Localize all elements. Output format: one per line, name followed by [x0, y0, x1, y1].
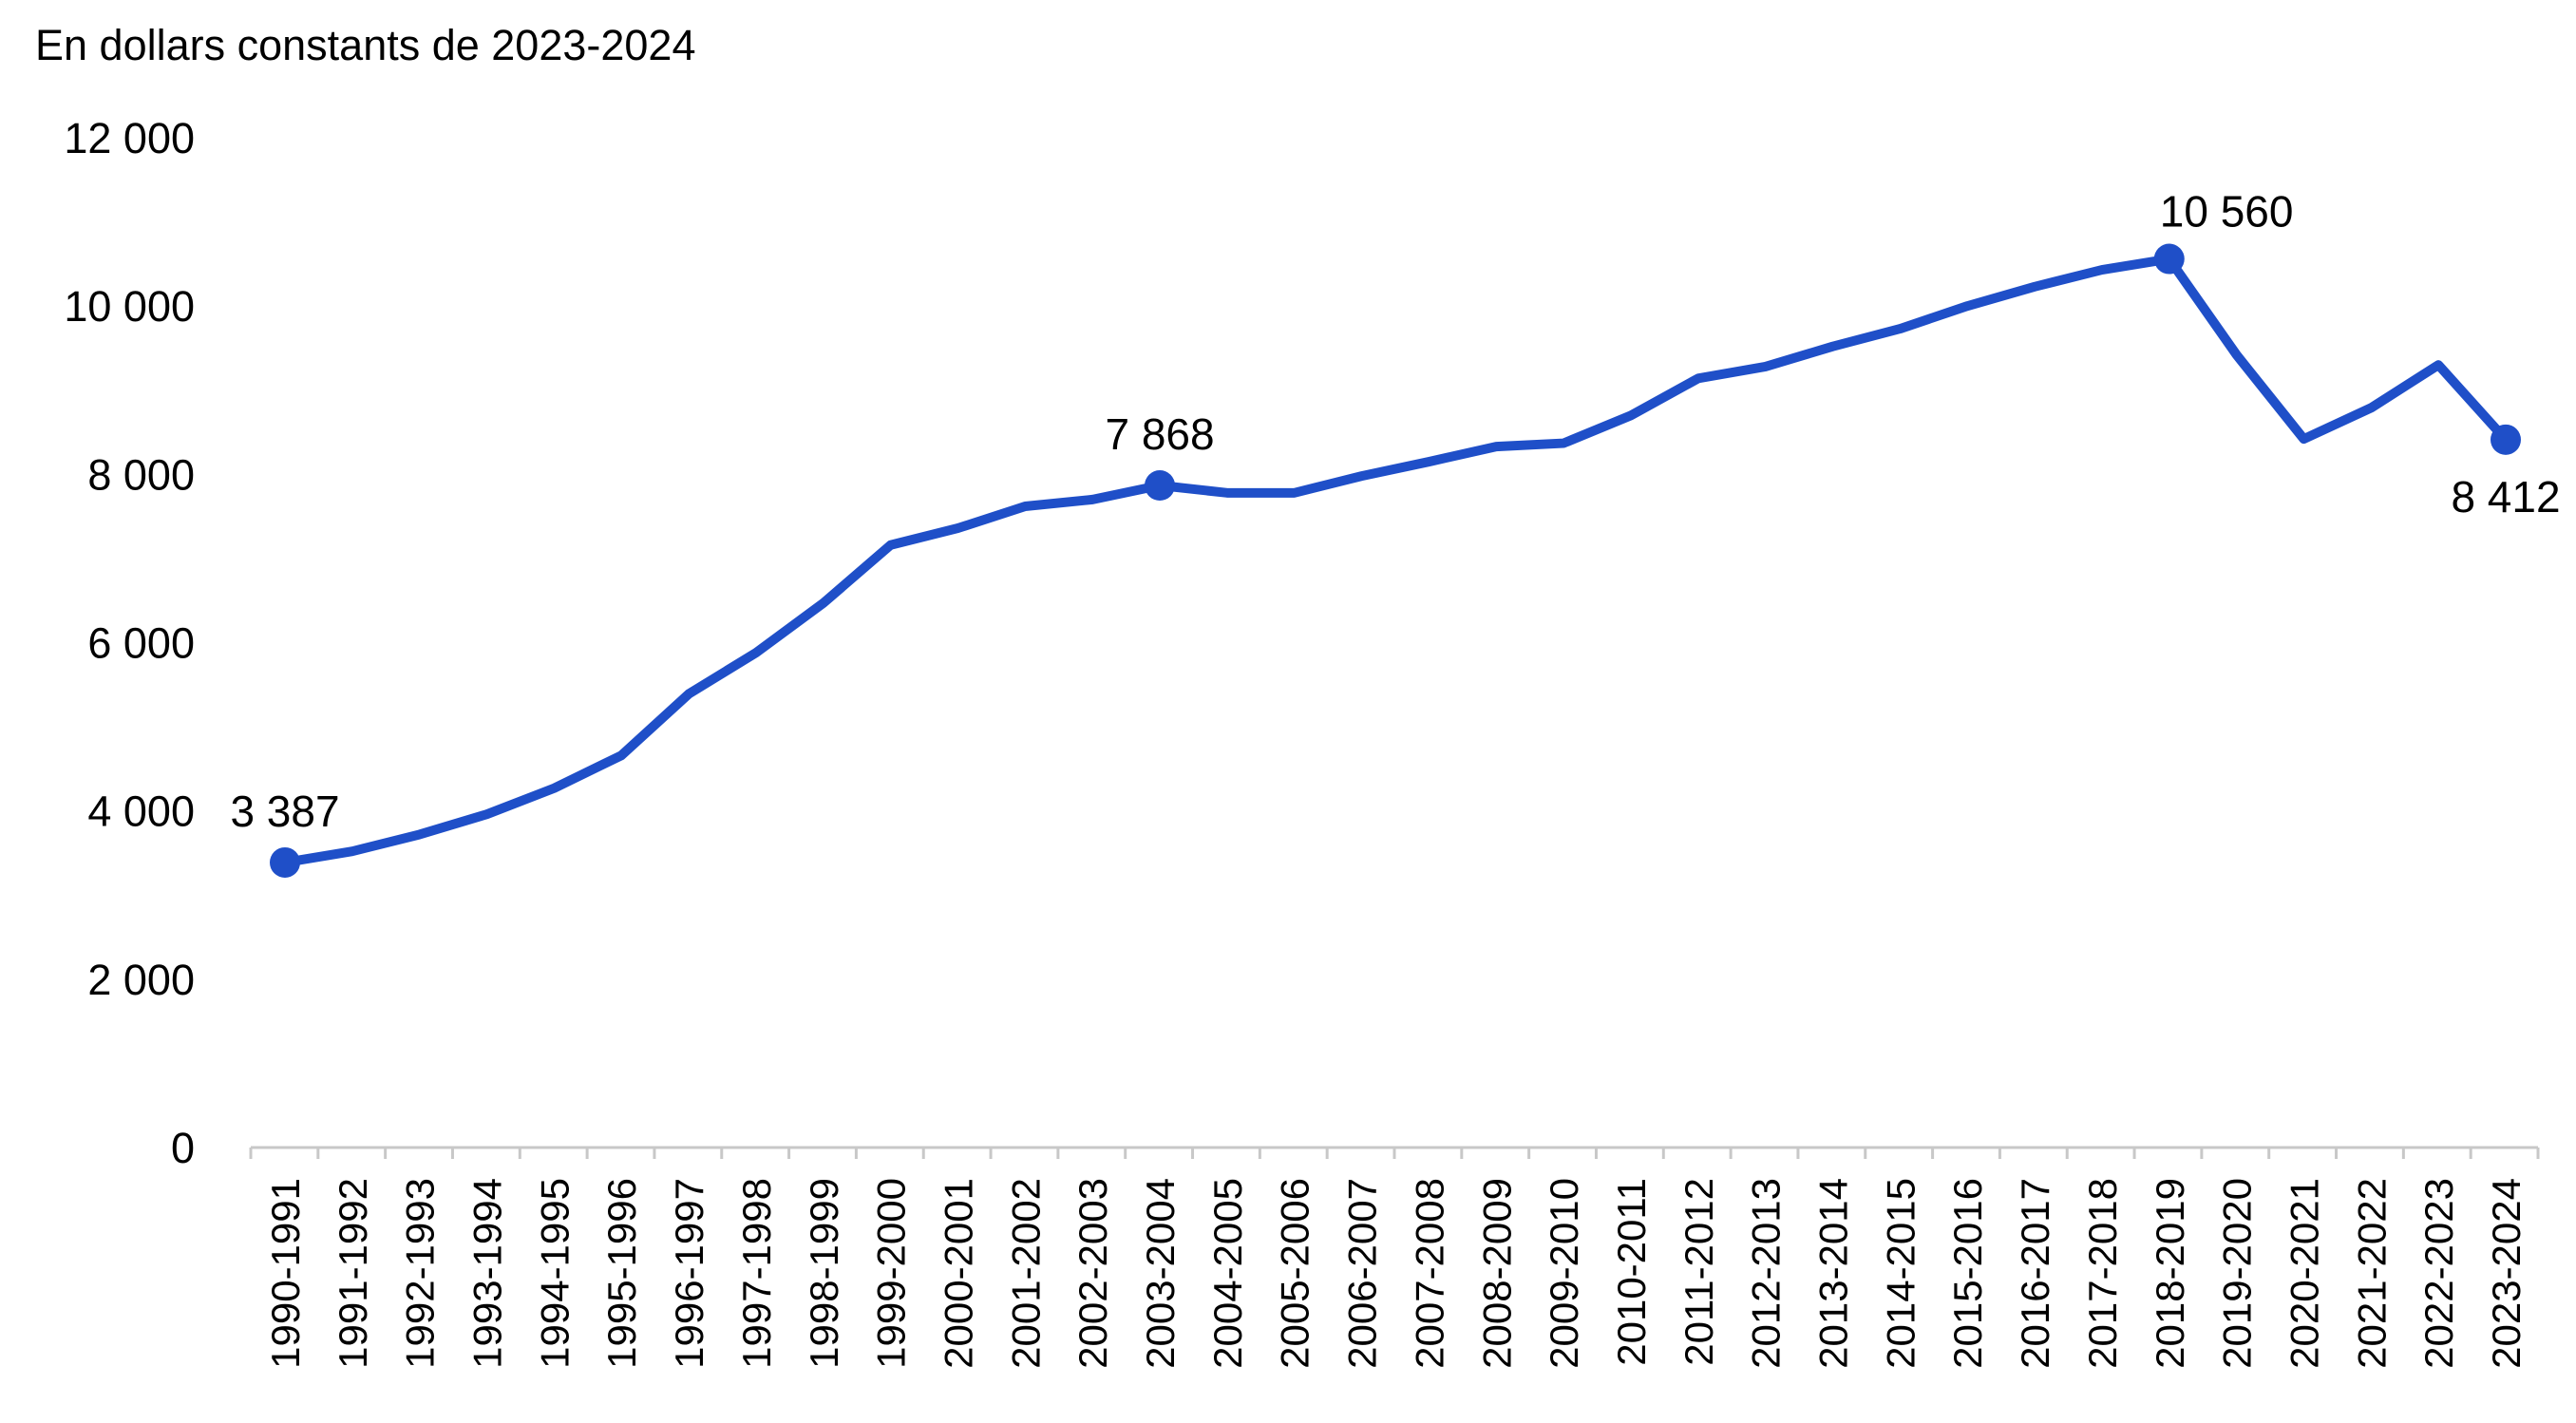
x-tick-label: 2017-2018: [2080, 1178, 2125, 1369]
x-tick-label: 2019-2020: [2215, 1178, 2260, 1369]
y-tick-label: 0: [171, 1124, 195, 1172]
x-tick-label: 2016-2017: [2013, 1178, 2057, 1369]
x-tick-label: 2021-2022: [2349, 1178, 2394, 1369]
x-tick-label: 1991-1992: [331, 1178, 375, 1369]
data-label: 7 868: [1105, 409, 1214, 459]
x-tick-label: 1994-1995: [532, 1178, 577, 1369]
x-tick-label: 2014-2015: [1878, 1178, 1923, 1369]
x-tick-label: 2002-2003: [1070, 1178, 1115, 1369]
x-tick-label: 2015-2016: [1945, 1178, 1990, 1369]
x-tick-label: 2007-2008: [1407, 1178, 1451, 1369]
data-point-marker: [2153, 243, 2185, 275]
data-labels: 3 387 7 868 10 560 8 412: [230, 187, 2560, 836]
x-tick-label: 2008-2009: [1474, 1178, 1519, 1369]
x-tick-label: 2005-2006: [1273, 1178, 1317, 1369]
data-point-marker: [1145, 470, 1176, 502]
y-tick-label: 10 000: [64, 282, 195, 331]
y-axis-ticks: 0 2 000 4 000 6 000 8 000 10 000 12 000: [64, 114, 195, 1172]
x-tick-label: 2011-2012: [1676, 1178, 1721, 1366]
x-axis-ticks: 1990-1991 1991-1992 1992-1993 1993-1994 1994…: [249, 1148, 2540, 1369]
series-line: [280, 254, 2510, 867]
x-tick-label: 2003-2004: [1138, 1178, 1183, 1369]
data-label: 8 412: [2451, 472, 2560, 522]
x-tick-label: 2012-2013: [1744, 1178, 1789, 1369]
x-tick-label: 2022-2023: [2416, 1178, 2461, 1369]
x-tick-label: 2020-2021: [2282, 1178, 2326, 1369]
x-tick-label: 1996-1997: [667, 1178, 711, 1369]
y-tick-label: 8 000: [87, 450, 195, 499]
data-label: 10 560: [2160, 187, 2294, 237]
x-tick-label: 1999-2000: [869, 1178, 914, 1369]
x-tick-label: 1990-1991: [263, 1178, 308, 1369]
x-tick-label: 2013-2014: [1811, 1178, 1856, 1369]
y-tick-label: 2 000: [87, 956, 195, 1004]
x-tick-label: 2010-2011: [1609, 1178, 1654, 1366]
x-tick-label: 2001-2002: [1003, 1178, 1048, 1369]
data-point-marker: [2491, 424, 2521, 455]
x-tick-label: 2018-2019: [2148, 1178, 2192, 1369]
x-tick-label: 2006-2007: [1340, 1178, 1385, 1369]
x-tick-label: 1997-1998: [734, 1178, 779, 1369]
y-tick-label: 4 000: [87, 787, 195, 836]
x-tick-label: 2004-2005: [1205, 1178, 1250, 1369]
x-tick-label: 2023-2024: [2484, 1178, 2529, 1369]
y-tick-label: 12 000: [64, 114, 195, 162]
y-axis-title: En dollars constants de 2023-2024: [35, 21, 695, 69]
x-tick-label: 1998-1999: [802, 1178, 846, 1369]
x-tick-label: 1995-1996: [599, 1178, 644, 1369]
x-tick-label: 2000-2001: [936, 1178, 980, 1369]
x-tick-label: 1992-1993: [398, 1178, 443, 1369]
data-point-marker: [270, 846, 300, 878]
data-markers: [270, 243, 2521, 878]
y-tick-label: 6 000: [87, 619, 195, 668]
x-tick-label: 2009-2010: [1542, 1178, 1586, 1369]
x-tick-label: 1993-1994: [465, 1178, 510, 1369]
data-label: 3 387: [230, 787, 339, 836]
